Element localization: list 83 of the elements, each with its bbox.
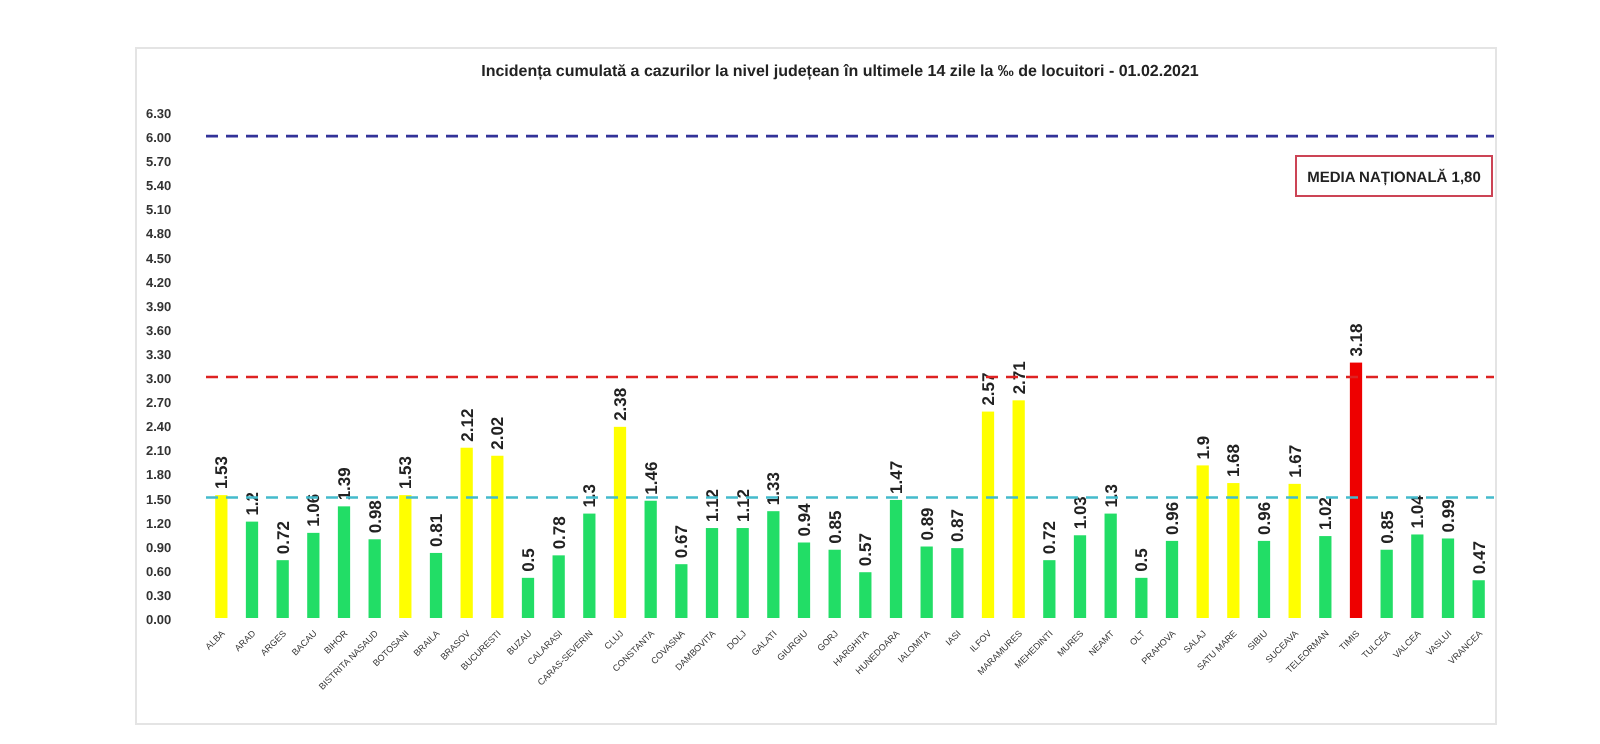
data-label: 0.5 [518, 547, 538, 572]
bar [399, 495, 412, 618]
bar [1257, 540, 1271, 618]
data-label: 1.39 [334, 466, 354, 501]
data-label: 1.33 [763, 471, 784, 506]
bar [981, 411, 995, 618]
data-label: 0.94 [794, 502, 814, 537]
bar [1380, 549, 1393, 618]
data-label: 0.89 [916, 506, 937, 541]
data-label: 0.47 [1468, 540, 1489, 575]
bar [828, 549, 841, 618]
bar [552, 555, 565, 618]
bar [1165, 540, 1179, 618]
bar [1441, 538, 1455, 618]
bar [1227, 483, 1240, 618]
data-label: 1.47 [886, 460, 906, 494]
data-label: 1.3 [1100, 483, 1121, 508]
bar [491, 455, 504, 618]
bar [1472, 580, 1485, 618]
bar [859, 572, 872, 618]
data-label: 2.71 [1008, 360, 1029, 395]
data-label: 1.53 [211, 455, 232, 490]
bar [1104, 513, 1117, 618]
data-label: 1.03 [1070, 495, 1090, 530]
data-label: 3.18 [1346, 322, 1366, 357]
bar [429, 552, 443, 618]
bar [307, 532, 320, 618]
bar [1319, 536, 1332, 618]
data-label: 1.3 [579, 483, 600, 508]
data-label: 2.02 [487, 416, 508, 450]
bar [460, 447, 473, 618]
data-label: 1.53 [395, 455, 416, 490]
data-label: 0.85 [824, 510, 845, 544]
data-label: 0.78 [548, 515, 569, 550]
bar [337, 506, 351, 618]
data-label: 0.81 [426, 513, 446, 547]
data-label: 1.46 [640, 461, 661, 495]
bar [215, 495, 228, 618]
data-label: 0.72 [1039, 520, 1060, 555]
data-label: 1.04 [1407, 494, 1428, 529]
bar [797, 542, 811, 618]
bar [1411, 534, 1424, 618]
bar [705, 528, 719, 618]
data-label: 0.99 [1438, 498, 1458, 533]
bar [521, 577, 535, 618]
data-label: 0.67 [671, 524, 692, 559]
data-label: 0.96 [1254, 501, 1274, 535]
bar [920, 546, 933, 618]
bar [1135, 577, 1148, 618]
bar [736, 528, 749, 618]
bar [889, 499, 903, 618]
chart-title: Incidența cumulată a cazurilor la nivel județean în ultimele 14 zile la ‰ de locuitori - 01.02.2021 [481, 62, 1200, 80]
bar [1073, 535, 1087, 618]
data-label: 1.12 [702, 488, 722, 523]
data-label: 1.67 [1284, 444, 1305, 478]
data-label: 1.02 [1315, 496, 1336, 531]
bar [1012, 400, 1025, 618]
data-label: 0.72 [272, 520, 293, 555]
data-label: 1.9 [1192, 435, 1213, 460]
data-label: 2.38 [610, 387, 630, 421]
bar [951, 548, 964, 618]
bar [368, 539, 381, 618]
bar [245, 521, 259, 618]
data-label: 0.85 [1376, 510, 1397, 544]
bar [767, 511, 780, 618]
data-label: 0.5 [1131, 547, 1152, 572]
bar [644, 500, 657, 618]
bar [276, 560, 289, 618]
bar [1196, 465, 1209, 618]
bar [583, 513, 596, 618]
data-label: 1.12 [732, 488, 753, 523]
bar [613, 426, 627, 618]
data-label: 1.68 [1223, 443, 1244, 478]
data-label: 0.98 [364, 499, 385, 534]
bar [675, 564, 688, 618]
data-label: 0.96 [1162, 501, 1182, 535]
bar [1349, 362, 1363, 618]
bar [1043, 560, 1056, 618]
data-label: 2.12 [456, 408, 477, 442]
bar [1288, 483, 1301, 618]
data-label: 0.57 [855, 532, 876, 567]
data-label: 1.06 [303, 493, 324, 527]
data-label: 0.87 [947, 508, 968, 543]
